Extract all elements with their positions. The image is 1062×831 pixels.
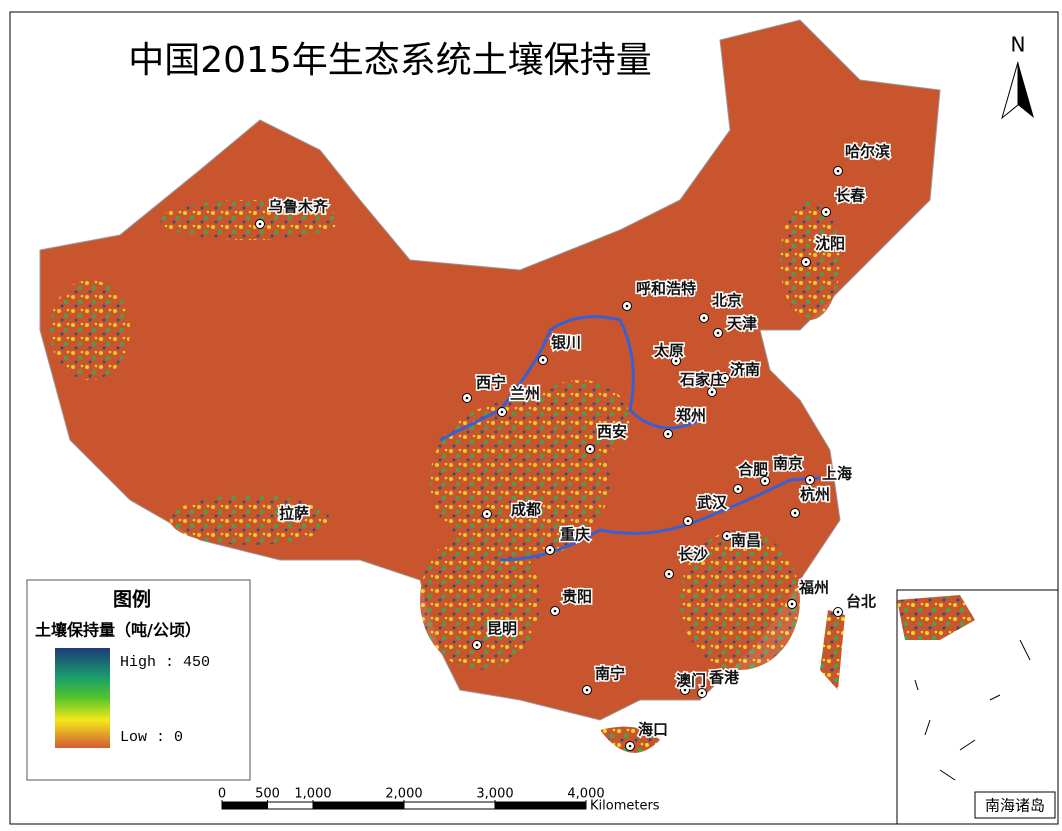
city-label: 西宁 xyxy=(476,374,506,392)
city-label: 海口 xyxy=(638,721,668,739)
city-marker-dot xyxy=(836,169,840,173)
city-label: 银川 xyxy=(551,334,581,352)
scale-tick-label: 500 xyxy=(255,787,280,802)
city-label: 北京 xyxy=(712,292,742,310)
legend-ramp xyxy=(55,648,110,748)
hainan xyxy=(600,726,660,753)
city-marker-dot xyxy=(716,331,720,335)
city-marker-dot xyxy=(258,222,262,226)
taiwan xyxy=(820,610,845,690)
city-label: 香港 xyxy=(709,669,740,687)
city-marker-dot xyxy=(790,602,794,606)
texture xyxy=(50,200,840,670)
city-label: 沈阳 xyxy=(815,235,845,253)
city-marker-dot xyxy=(475,643,479,647)
city-label: 济南 xyxy=(730,361,760,379)
city-label: 南昌 xyxy=(731,532,761,550)
city-marker-dot xyxy=(500,410,504,414)
city-marker-dot xyxy=(710,390,714,394)
city-label: 福州 xyxy=(798,579,829,597)
city-label: 南宁 xyxy=(595,665,625,683)
city-marker-dot xyxy=(553,609,557,613)
city-label: 武汉 xyxy=(697,494,728,512)
north-arrow xyxy=(1018,62,1034,118)
city-marker-dot xyxy=(700,691,704,695)
inset-label-box xyxy=(974,791,1056,819)
city-label: 澳门 xyxy=(676,672,706,690)
city-label: 拉萨 xyxy=(279,505,309,523)
city-label: 天津 xyxy=(727,315,757,333)
city-marker-dot xyxy=(702,316,706,320)
north-label: N xyxy=(1011,33,1026,57)
city-marker-dot xyxy=(666,432,670,436)
city-marker-dot xyxy=(625,304,629,308)
city-marker-dot xyxy=(763,479,767,483)
scale-segment xyxy=(494,801,587,810)
city-marker-dot xyxy=(793,511,797,515)
city-marker-dot xyxy=(585,688,589,692)
title: 中国2015年生态系统土壤保持量 xyxy=(128,40,652,81)
city-marker-dot xyxy=(485,512,489,516)
north-arrow xyxy=(1001,61,1019,120)
inset-box xyxy=(896,589,1059,825)
frame xyxy=(9,11,1059,825)
inset-islands xyxy=(914,639,1031,781)
city-marker-dot xyxy=(686,519,690,523)
city-label: 乌鲁木齐 xyxy=(268,198,329,216)
legend-low: Low : 0 xyxy=(120,729,183,746)
scale-segment xyxy=(312,801,405,810)
city-marker-dot xyxy=(736,487,740,491)
city-label: 太原 xyxy=(654,342,684,360)
city-label: 郑州 xyxy=(676,407,706,425)
scale-tick-label: 1,000 xyxy=(294,787,331,802)
city-label: 昆明 xyxy=(487,620,517,638)
city-label: 西安 xyxy=(597,423,627,441)
city-marker-dot xyxy=(288,511,292,515)
city-label: 上海 xyxy=(822,465,852,483)
city-label: 成都 xyxy=(511,501,541,519)
city-label: 哈尔滨 xyxy=(845,143,890,161)
city-marker-dot xyxy=(674,359,678,363)
city-label: 石家庄 xyxy=(679,371,725,389)
city-label: 台北 xyxy=(846,593,876,611)
scale-segment xyxy=(403,801,496,810)
city-marker-dot xyxy=(667,572,671,576)
legend-subtitle: 土壤保持量（吨/公顷） xyxy=(35,621,201,640)
city-marker-dot xyxy=(836,610,840,614)
city-marker-dot xyxy=(541,358,545,362)
scale-segment xyxy=(221,801,268,810)
city-label: 兰州 xyxy=(510,385,540,403)
city-marker-dot xyxy=(804,260,808,264)
scale-tick-label: 0 xyxy=(218,787,226,802)
city-label: 合肥 xyxy=(737,461,768,479)
city-marker-dot xyxy=(465,396,469,400)
city-label: 贵阳 xyxy=(562,588,592,606)
city-label: 杭州 xyxy=(800,486,830,504)
city-marker-dot xyxy=(824,210,828,214)
scale-tick-label: 3,000 xyxy=(476,787,513,802)
scale-unit: Kilometers xyxy=(590,799,660,814)
scale-tick-label: 2,000 xyxy=(385,787,422,802)
city-label: 重庆 xyxy=(560,526,590,544)
city-marker-dot xyxy=(548,548,552,552)
legend-high: High : 450 xyxy=(120,654,210,671)
city-marker-dot xyxy=(723,376,727,380)
city-label: 呼和浩特 xyxy=(636,280,696,298)
city-marker-dot xyxy=(725,534,729,538)
city-marker-dot xyxy=(683,688,687,692)
scale-tick-label: 4,000 xyxy=(567,787,604,802)
inset-label: 南海诸岛 xyxy=(985,797,1045,815)
city-marker-dot xyxy=(808,478,812,482)
city-marker-dot xyxy=(628,744,632,748)
city-label: 长沙 xyxy=(678,546,708,564)
scale-segment xyxy=(267,801,314,810)
city-label: 南京 xyxy=(773,455,803,473)
legend-title: 图例 xyxy=(113,588,151,611)
city-marker-dot xyxy=(588,447,592,451)
inset-land xyxy=(897,595,975,640)
city-label: 长春 xyxy=(835,187,865,205)
